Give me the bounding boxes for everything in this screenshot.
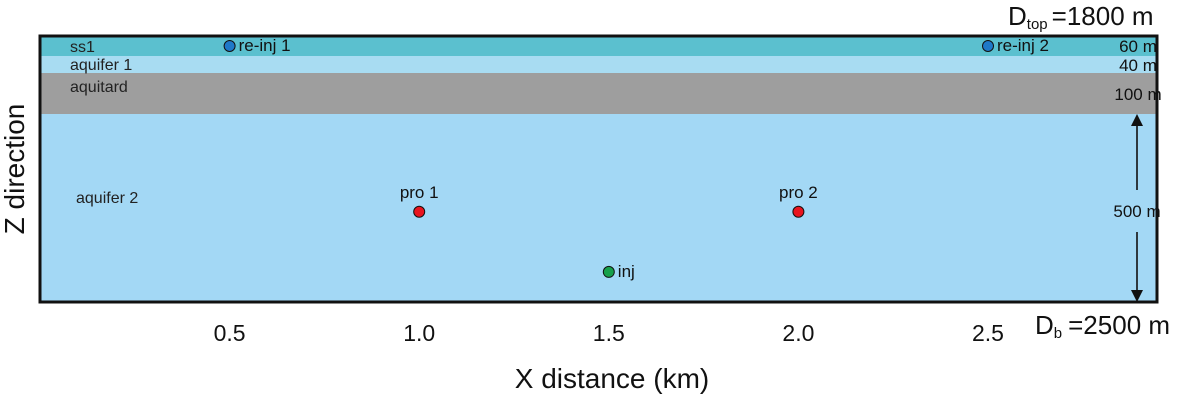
well-label-re-inj-1: re-inj 1	[239, 36, 291, 55]
layer-ss1	[40, 36, 1157, 56]
layer-name-aquifer-1: aquifer 1	[70, 57, 132, 74]
x-tick-label: 2.0	[782, 320, 814, 346]
well-label-re-inj-2: re-inj 2	[997, 36, 1049, 55]
layer-name-ss1: ss1	[70, 39, 95, 56]
thickness-aquifer-1: 40 m	[1119, 56, 1157, 75]
well-marker-re-inj-2	[982, 40, 994, 52]
layer-name-aquifer-2: aquifer 2	[76, 190, 138, 207]
domain-frame	[38, 34, 1159, 304]
thickness-aquitard: 100 m	[1114, 85, 1161, 104]
layer-stack	[40, 36, 1157, 302]
depth-top-label: Dtop =1800 m	[1008, 1, 1154, 33]
well-label-pro-1: pro 1	[400, 183, 439, 202]
well-label-pro-2: pro 2	[779, 183, 818, 202]
aquifer-2-thickness-arrow	[1131, 114, 1143, 302]
layer-aquifer-1	[40, 56, 1157, 73]
well-marker-pro-2	[792, 205, 805, 218]
wells: re-inj 1 re-inj 2 pro 1 pro 2 inj	[223, 36, 1049, 281]
depth-bottom-label: Db =2500 m	[1035, 310, 1170, 342]
x-axis-label: X distance (km)	[515, 363, 710, 394]
x-axis-ticks: 0.5 1.0 1.5 2.0 2.5	[214, 320, 1004, 346]
layer-aquitard	[40, 73, 1157, 114]
well-marker-pro-1	[413, 205, 426, 218]
layer-aquifer-2	[40, 114, 1157, 302]
x-tick-label: 0.5	[214, 320, 246, 346]
thickness-ss1: 60 m	[1119, 37, 1157, 56]
well-marker-re-inj-1	[223, 40, 236, 52]
x-tick-label: 1.0	[403, 320, 435, 346]
x-tick-label: 1.5	[593, 320, 625, 346]
x-tick-label: 2.5	[972, 320, 1004, 346]
well-marker-inj	[602, 265, 615, 278]
layer-name-aquitard: aquitard	[70, 79, 128, 96]
y-axis-label: Z direction	[0, 104, 30, 235]
well-label-inj: inj	[618, 262, 635, 281]
thickness-labels: 60 m40 m 100 m 500 m	[1113, 37, 1161, 221]
thickness-aquifer-2: 500 m	[1113, 202, 1160, 221]
